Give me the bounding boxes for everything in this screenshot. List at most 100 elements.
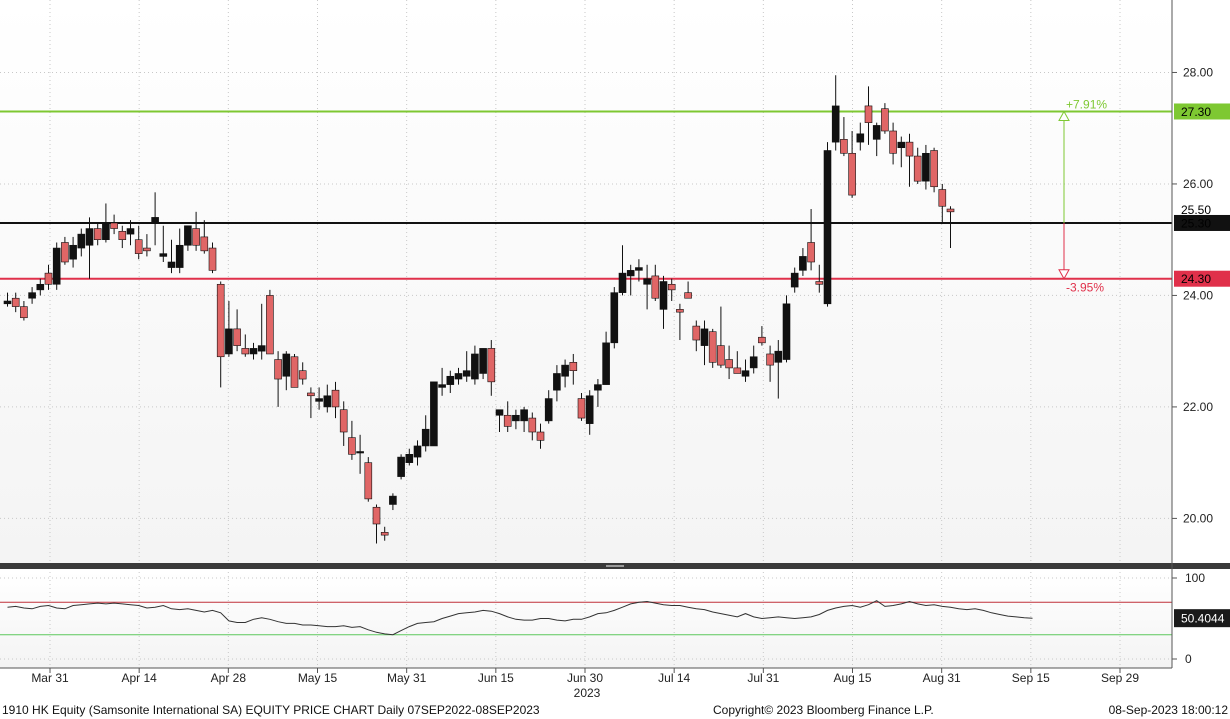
candle-body <box>233 328 241 346</box>
candle-body <box>364 462 373 500</box>
candle-body <box>175 244 184 268</box>
candle-body <box>44 272 53 285</box>
date-tick-label: May 31 <box>387 671 427 685</box>
candle-body <box>118 231 127 240</box>
candle-body <box>594 384 602 391</box>
price-tags: 27.30 25.30 24.30 25.50 50.4044 <box>1174 103 1230 628</box>
date-tick-label: Jun 30 <box>567 671 603 685</box>
candle-body <box>749 356 758 369</box>
candle-body <box>741 370 750 377</box>
candle-body <box>298 370 307 380</box>
candle-body <box>274 359 282 380</box>
candle-body <box>348 437 356 455</box>
candle-body <box>282 353 291 377</box>
date-tick-label: Jun 15 <box>478 671 514 685</box>
candle-body <box>102 222 110 240</box>
date-tick-label: Aug 15 <box>833 671 871 685</box>
candle-body <box>651 275 660 299</box>
candle-body <box>930 150 938 188</box>
level-tag-label: 25.30 <box>1181 216 1211 230</box>
candle-body <box>503 414 512 427</box>
candle-body <box>520 409 528 422</box>
candle-body <box>52 247 61 285</box>
axes: 20.00 22.00 24.00 26.00 28.00 Mar 31 Apr 14 Apr… <box>31 65 1213 700</box>
candle-body <box>561 364 569 377</box>
candle-body <box>840 139 848 154</box>
candle-body <box>257 345 266 352</box>
candle-body <box>643 278 651 285</box>
level-tag <box>1174 270 1230 287</box>
annotation-label: -3.95% <box>1066 281 1104 295</box>
candle-body <box>585 395 594 424</box>
candle-body <box>69 244 77 260</box>
candle-body <box>315 398 323 402</box>
candle-body <box>864 105 873 123</box>
candle-body <box>807 242 815 263</box>
candle-body <box>438 384 446 388</box>
candle-body <box>790 272 799 288</box>
candle-body <box>93 228 102 240</box>
candle-body <box>397 456 405 477</box>
horizontal-levels <box>0 110 1172 280</box>
candle-body <box>848 152 856 196</box>
price-tick-label: 24.00 <box>1183 288 1213 302</box>
candle-body <box>110 222 118 229</box>
candle-body <box>733 367 742 374</box>
candle-body <box>544 398 553 422</box>
candle-body <box>626 270 635 277</box>
candle-body <box>553 373 561 391</box>
rsi-tick-label: 0 <box>1185 652 1192 666</box>
candle-body <box>799 256 807 271</box>
price-tick-label: 20.00 <box>1183 511 1213 525</box>
footer-security-title: 1910 HK Equity (Samsonite International … <box>2 703 540 717</box>
level-tag <box>1174 103 1230 120</box>
candle-body <box>134 239 143 254</box>
candle-body <box>717 345 725 366</box>
candle-body <box>495 409 504 416</box>
date-tick-label: Jul 31 <box>747 671 779 685</box>
candle-body <box>151 217 159 224</box>
candle-body <box>938 189 947 207</box>
percent-annotations: +7.91% -3.95% <box>1058 97 1107 295</box>
candle-body <box>569 362 578 371</box>
candle-body <box>184 225 192 246</box>
candle-body <box>725 359 733 369</box>
candle-body <box>380 532 389 536</box>
candle-body <box>815 281 824 285</box>
candle-body <box>159 253 168 257</box>
date-tick-label: Apr 14 <box>121 671 157 685</box>
footer-timestamp: 08-Sep-2023 18:00:12 <box>1108 703 1228 717</box>
candle-body <box>266 295 274 355</box>
gridlines <box>0 0 1172 668</box>
candle-body <box>331 389 340 408</box>
candle-body <box>323 395 332 408</box>
candle-body <box>487 348 496 383</box>
date-tick-label: Sep 29 <box>1101 671 1139 685</box>
year-label: 2023 <box>574 686 601 700</box>
candle-body <box>922 152 930 182</box>
candle-body <box>200 236 209 252</box>
candle-body <box>3 300 12 305</box>
candle-body <box>692 325 701 341</box>
candle-body <box>913 155 922 182</box>
date-tick-label: May 15 <box>298 671 338 685</box>
candle-body <box>635 267 643 271</box>
candle-body <box>36 283 45 291</box>
candle-body <box>28 292 36 299</box>
rsi-line <box>7 600 1033 636</box>
candle-body <box>430 381 438 447</box>
annotation-arrowhead <box>1058 110 1070 121</box>
footer-copyright: Copyright© 2023 Bloomberg Finance L.P. <box>713 703 934 717</box>
candle-body <box>528 417 537 433</box>
candle-body <box>446 375 455 385</box>
candle-body <box>249 348 258 355</box>
candle-body <box>216 283 225 358</box>
candle-body <box>372 506 381 525</box>
candle-body <box>881 108 889 132</box>
candle-body <box>454 373 463 380</box>
candle-body <box>339 409 348 433</box>
candle-body <box>143 247 151 252</box>
candle-body <box>61 242 69 263</box>
panel-divider-grip[interactable] <box>606 565 624 567</box>
candle-body <box>758 336 766 344</box>
